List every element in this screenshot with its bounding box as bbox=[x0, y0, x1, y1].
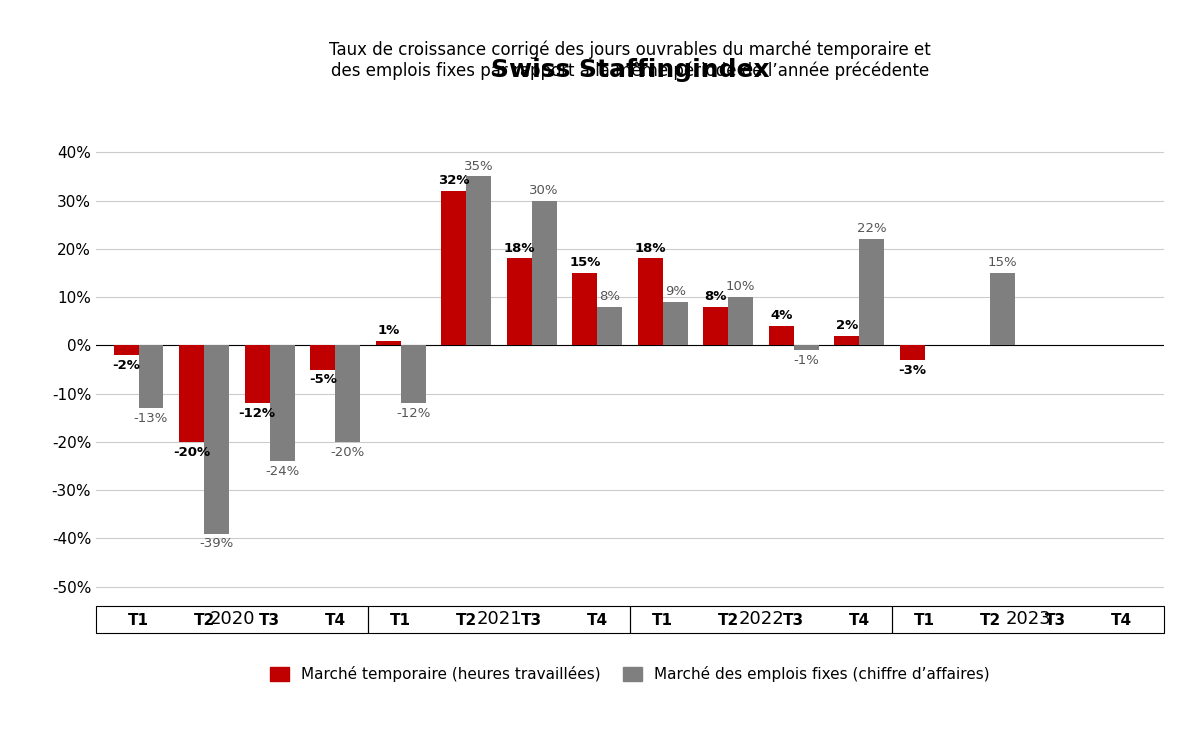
Bar bbox=[598, 307, 622, 345]
Bar bbox=[638, 259, 662, 345]
Bar bbox=[728, 297, 754, 345]
Text: -12%: -12% bbox=[239, 407, 276, 420]
Bar bbox=[703, 307, 728, 345]
Bar bbox=[270, 345, 294, 461]
Text: 18%: 18% bbox=[635, 242, 666, 255]
Bar bbox=[335, 345, 360, 442]
Text: 2%: 2% bbox=[835, 319, 858, 332]
Bar bbox=[900, 345, 925, 360]
Bar bbox=[506, 259, 532, 345]
Bar bbox=[401, 345, 426, 403]
Bar bbox=[204, 345, 229, 534]
Bar bbox=[114, 345, 138, 355]
Bar bbox=[834, 336, 859, 345]
Bar bbox=[466, 177, 491, 345]
Title: Swiss Staffingindex: Swiss Staffingindex bbox=[491, 58, 769, 83]
Text: 15%: 15% bbox=[988, 256, 1018, 269]
Bar bbox=[376, 341, 401, 345]
Bar bbox=[96, 606, 368, 633]
Bar bbox=[245, 345, 270, 403]
Text: 22%: 22% bbox=[857, 222, 887, 235]
Text: -5%: -5% bbox=[308, 373, 337, 386]
Text: -13%: -13% bbox=[134, 412, 168, 425]
Text: 8%: 8% bbox=[599, 290, 620, 303]
Text: 9%: 9% bbox=[665, 285, 685, 298]
Text: 18%: 18% bbox=[504, 242, 535, 255]
Text: Taux de croissance corrigé des jours ouvrables du marché temporaire et
des emplo: Taux de croissance corrigé des jours ouv… bbox=[329, 41, 931, 81]
Text: 15%: 15% bbox=[569, 256, 600, 269]
Text: -24%: -24% bbox=[265, 465, 299, 478]
Bar bbox=[532, 200, 557, 345]
Text: 2021: 2021 bbox=[476, 610, 522, 628]
Text: 30%: 30% bbox=[529, 184, 559, 197]
Text: -2%: -2% bbox=[113, 359, 140, 372]
Text: 8%: 8% bbox=[704, 290, 727, 303]
Bar bbox=[990, 273, 1015, 345]
Bar bbox=[859, 239, 884, 345]
Text: 4%: 4% bbox=[770, 309, 792, 322]
Bar bbox=[311, 345, 335, 370]
Text: 35%: 35% bbox=[464, 160, 493, 173]
Text: 32%: 32% bbox=[438, 174, 469, 187]
Bar bbox=[662, 302, 688, 345]
Bar bbox=[630, 606, 892, 633]
Bar bbox=[442, 191, 466, 345]
Text: -20%: -20% bbox=[330, 446, 365, 459]
Bar bbox=[794, 345, 818, 350]
Text: -12%: -12% bbox=[396, 407, 431, 420]
Legend: Marché temporaire (heures travaillées), Marché des emplois fixes (chiffre d’affa: Marché temporaire (heures travaillées), … bbox=[264, 660, 996, 688]
Bar bbox=[769, 326, 794, 345]
Text: -3%: -3% bbox=[899, 364, 926, 377]
Text: -20%: -20% bbox=[173, 446, 210, 459]
Text: 2023: 2023 bbox=[1006, 610, 1051, 628]
Text: 10%: 10% bbox=[726, 280, 756, 293]
Bar bbox=[138, 345, 163, 408]
Text: -1%: -1% bbox=[793, 354, 820, 367]
Bar bbox=[368, 606, 630, 633]
Text: 1%: 1% bbox=[377, 324, 400, 337]
Bar bbox=[572, 273, 598, 345]
Text: 2020: 2020 bbox=[209, 610, 254, 628]
Text: -39%: -39% bbox=[199, 537, 234, 551]
Bar bbox=[179, 345, 204, 442]
Bar bbox=[892, 606, 1164, 633]
Text: 2022: 2022 bbox=[738, 610, 784, 628]
